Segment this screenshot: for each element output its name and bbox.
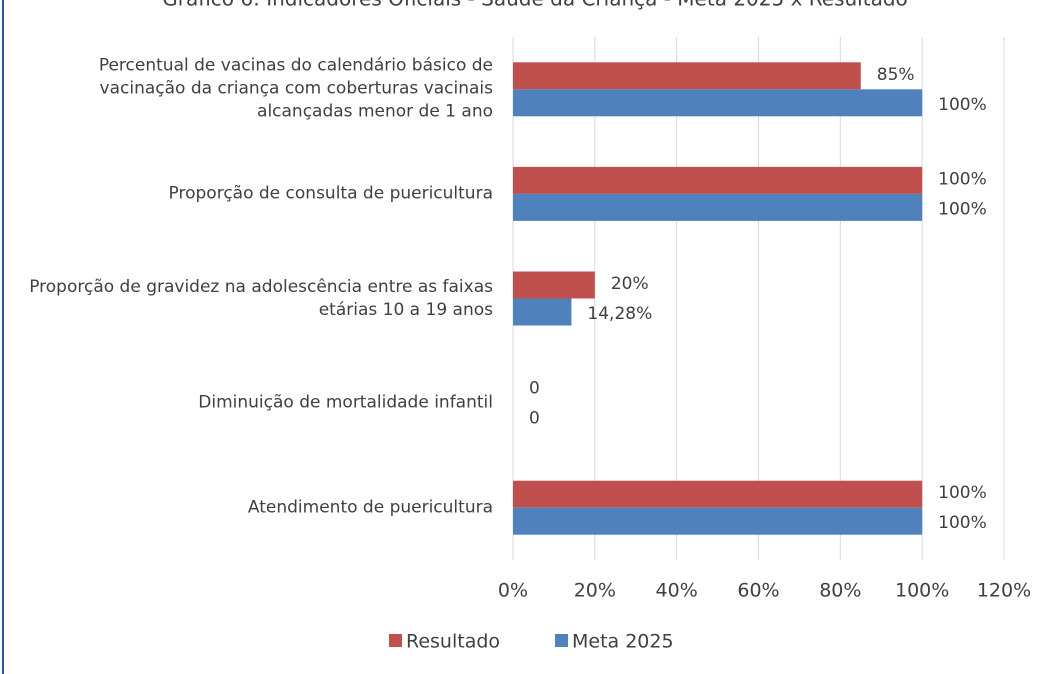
x-tick-label: 60% — [737, 580, 779, 602]
y-tick-label: Diminuição de mortalidade infantil — [198, 392, 493, 413]
data-label: 0 — [529, 379, 540, 399]
x-tick-label: 100% — [895, 580, 949, 602]
data-label: 100% — [938, 483, 987, 503]
bar — [513, 89, 923, 117]
data-label: 85% — [877, 65, 915, 85]
bar — [513, 507, 923, 535]
y-tick-label: Proporção de gravidez na adolescência en… — [29, 276, 493, 320]
bar — [513, 298, 572, 326]
x-tick-label: 0% — [498, 580, 528, 602]
x-tick-label: 120% — [977, 580, 1031, 602]
x-tick-label: 40% — [656, 580, 698, 602]
bar — [513, 193, 923, 221]
legend-label: Resultado — [406, 631, 500, 653]
data-label: 14,28% — [587, 304, 652, 324]
chart-title: Gráfico 6: Indicadores Oficiais - Saúde … — [162, 0, 908, 11]
bar — [513, 271, 595, 299]
y-tick-label: Proporção de consulta de puericultura — [168, 183, 493, 204]
bar — [513, 62, 861, 90]
x-tick-label: 80% — [819, 580, 861, 602]
legend-label: Meta 2025 — [572, 631, 674, 653]
x-tick-label: 20% — [574, 580, 616, 602]
data-label: 100% — [938, 199, 987, 219]
bar — [513, 166, 923, 194]
y-tick-label: Percentual de vacinas do calendário bási… — [98, 55, 493, 122]
data-label: 0 — [529, 409, 540, 429]
data-label: 100% — [938, 95, 987, 115]
data-label: 20% — [611, 274, 649, 294]
bar — [513, 480, 923, 508]
data-label: 100% — [938, 513, 987, 533]
legend-swatch — [389, 634, 402, 647]
data-label: 100% — [938, 169, 987, 189]
legend-swatch — [555, 634, 568, 647]
y-tick-label: Atendimento de puericultura — [247, 497, 493, 518]
